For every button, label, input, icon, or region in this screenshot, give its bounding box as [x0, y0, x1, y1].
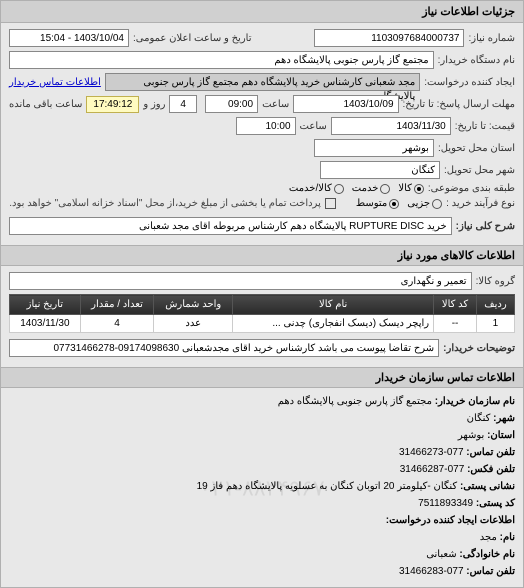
cell-qty: 4 [80, 315, 154, 333]
org-name-label: نام سازمان خریدار: [435, 396, 515, 407]
cell-unit: عدد [154, 315, 233, 333]
public-datetime-field: 1403/10/04 - 15:04 [9, 29, 129, 47]
postal-value: 7511893349 [418, 498, 473, 509]
purchase-type-label: نوع فرآیند خرید : [446, 198, 515, 209]
cell-need-date: 1403/11/30 [10, 315, 81, 333]
fax-label: تلفن فکس: [467, 464, 515, 475]
reply-time-field: 09:00 [205, 95, 258, 113]
remaining-label: ساعت باقی مانده [9, 99, 82, 110]
cell-name: راپچر دیسک (دیسک انفجاری) چدنی ... [233, 315, 434, 333]
request-no-field: 1103097684000737 [314, 29, 464, 47]
delivery-city-label: شهر محل تحویل: [444, 165, 515, 176]
lname-value: شعبانی [426, 549, 456, 560]
col-qty: تعداد / مقدار [80, 295, 154, 315]
lname-label: نام خانوادگی: [459, 549, 515, 560]
delivery-province-field: بوشهر [314, 139, 434, 157]
contact-block: نام سازمان خریدار: مجتمع گاز پارس جنوبی … [1, 388, 523, 587]
address-label: نشانی پستی: [460, 481, 515, 492]
creator-phone-value: 077-31466283 [399, 566, 464, 577]
phone-label: تلفن تماس: [466, 447, 515, 458]
goods-table: ردیف کد کالا نام کالا واحد شمارش تعداد /… [9, 294, 515, 333]
col-unit: واحد شمارش [154, 295, 233, 315]
creator-phone-label: تلفن تماس: [466, 566, 515, 577]
org-name: مجتمع گاز پارس جنوبی پالایشگاه دهم [278, 396, 432, 407]
radio-partial[interactable]: جزیی [407, 198, 442, 209]
days-field: 4 [169, 95, 196, 113]
buyer-notes-label: توضیحات خریدار: [443, 343, 515, 354]
goods-group-label: گروه کالا: [476, 276, 515, 287]
request-no-label: شماره نیاز: [468, 33, 515, 44]
city-value: کنگان [467, 413, 491, 424]
radio-service[interactable]: خدمت [352, 183, 391, 194]
radio-goods[interactable]: کالا [398, 183, 424, 194]
col-code: کد کالا [434, 295, 477, 315]
quote-until-label: قیمت: تا تاریخ: [455, 121, 515, 132]
table-row: 1 -- راپچر دیسک (دیسک انفجاری) چدنی ... … [10, 315, 515, 333]
treasury-note: پرداخت تمام یا بخشی از مبلغ خرید،از محل … [9, 198, 321, 209]
province-value: بوشهر [458, 430, 484, 441]
fname-value: مجد [480, 532, 497, 543]
requester-label: ایجاد کننده درخواست: [424, 77, 515, 88]
public-datetime-label: تاریخ و ساعت اعلان عمومی: [133, 33, 252, 44]
buyer-org-field: مجتمع گاز پارس جنوبی پالایشگاه دهم [9, 51, 434, 69]
requester-field: مجد شعبانی کارشناس خرید پالایشگاه دهم مج… [105, 73, 420, 91]
quote-date-field: 1403/11/30 [331, 117, 451, 135]
contact-section-title: اطلاعات تماس سازمان خریدار [1, 367, 523, 388]
classify-label: طبقه بندی موضوعی: [428, 183, 515, 194]
buyer-notes-field: شرح تقاضا پیوست می باشد کارشناس خرید اقا… [9, 339, 439, 357]
col-name: نام کالا [233, 295, 434, 315]
need-desc-label: شرح کلی نیاز: [456, 221, 515, 232]
need-desc-field: خرید RUPTURE DISC پالایشگاه دهم کارشناس … [9, 217, 452, 235]
fname-label: نام: [500, 532, 515, 543]
fax-value: 077-31466287 [400, 464, 465, 475]
col-need-date: تاریخ نیاز [10, 295, 81, 315]
contact-buyer-link[interactable]: اطلاعات تماس خریدار [9, 77, 101, 88]
classify-radio-group: کالا خدمت کالا/خدمت [289, 183, 424, 194]
time-label-2: ساعت [300, 121, 327, 132]
radio-medium[interactable]: متوسط [356, 198, 399, 209]
phone-value: 077-31466273 [399, 447, 464, 458]
delivery-city-field: کنگان [320, 161, 440, 179]
quote-time-field: 10:00 [236, 117, 296, 135]
goods-group-field: تعمیر و نگهداری [9, 272, 472, 290]
city-label: شهر: [493, 413, 515, 424]
time-label-1: ساعت [262, 99, 289, 110]
radio-goods-service[interactable]: کالا/خدمت [289, 183, 344, 194]
remaining-time-badge: 17:49:12 [86, 96, 139, 113]
province-label: استان: [487, 430, 515, 441]
cell-row: 1 [476, 315, 514, 333]
purchase-type-radio-group: جزیی متوسط [356, 198, 442, 209]
treasury-checkbox[interactable] [325, 198, 336, 209]
days-label: روز و [143, 99, 165, 110]
postal-label: کد پستی: [476, 498, 515, 509]
reply-deadline-label: مهلت ارسال پاسخ: تا تاریخ: [403, 99, 515, 110]
buyer-org-label: نام دستگاه خریدار: [438, 55, 515, 66]
delivery-province-label: استان محل تحویل: [438, 143, 515, 154]
creator-section-label: اطلاعات ایجاد کننده درخواست: [9, 513, 515, 529]
col-row: ردیف [476, 295, 514, 315]
goods-section-title: اطلاعات کالاهای مورد نیاز [1, 245, 523, 266]
address-value: کنگان -کیلومتر 20 اتوبان کنگان به عسلویه… [197, 481, 458, 492]
cell-code: -- [434, 315, 477, 333]
reply-date-field: 1403/10/09 [293, 95, 398, 113]
panel-header: جزئیات اطلاعات نیاز [1, 1, 523, 23]
